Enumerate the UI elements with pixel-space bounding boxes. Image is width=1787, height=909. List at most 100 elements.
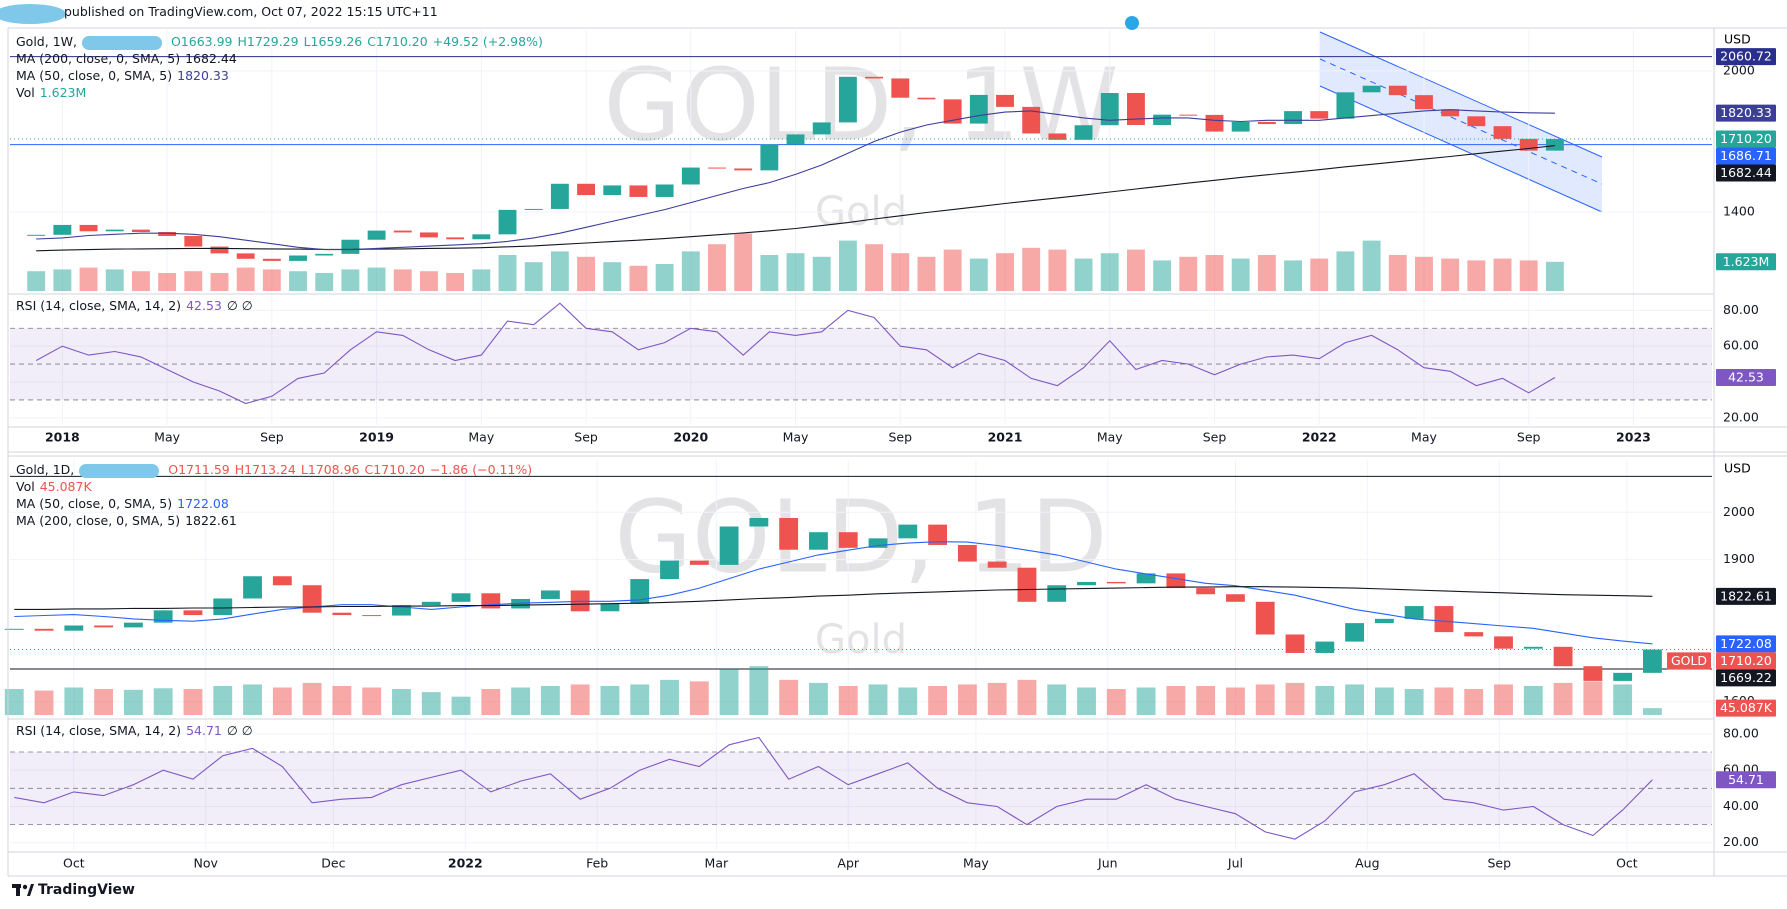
candle	[1467, 116, 1486, 127]
candle	[1643, 649, 1662, 673]
price-tag-label: 54.71	[1728, 772, 1764, 787]
ohlc: +49.52 (+2.98%)	[432, 34, 543, 49]
volume-bar	[1047, 684, 1067, 715]
x-tick-label: Sep	[1203, 430, 1227, 445]
candle	[243, 576, 262, 599]
volume-bar	[1074, 258, 1093, 291]
legend-row: MA (50, close, 0, SMA, 5) 1820.33	[16, 67, 548, 84]
rsi-tick-label: 80.00	[1723, 302, 1759, 317]
volume-bar	[600, 685, 620, 715]
volume-bar	[262, 269, 281, 291]
candle	[94, 625, 114, 628]
volume-bar	[969, 258, 988, 291]
volume-bar	[943, 249, 962, 291]
price-tag-label: 42.53	[1728, 369, 1764, 384]
legend-value: 1.623M	[39, 85, 87, 100]
volume-bar	[236, 267, 255, 291]
legend-name: MA (50, close, 0, SMA, 5)	[16, 496, 173, 511]
x-tick-label: 2022	[1302, 430, 1337, 445]
frame	[7, 27, 1787, 877]
volume-bar	[1613, 684, 1633, 715]
legend-value: 54.71	[186, 723, 222, 738]
candle	[957, 544, 977, 562]
volume-bar	[362, 687, 382, 715]
volume-bar	[891, 253, 910, 291]
candle	[1196, 588, 1216, 595]
x-tick-label: May	[1097, 430, 1123, 445]
candle	[600, 603, 620, 612]
volume-bar	[838, 685, 858, 715]
candle	[996, 94, 1014, 107]
rsi-line	[35, 302, 1556, 405]
volume-bar	[779, 679, 799, 715]
candle	[1434, 606, 1454, 633]
volume-bar	[213, 685, 233, 715]
volume-bar	[210, 273, 229, 291]
rsi-legend: RSI (14, close, SMA, 14, 2) 42.53 ∅ ∅	[16, 297, 258, 314]
volume-bar	[243, 684, 262, 715]
candle	[236, 253, 255, 259]
candle	[1205, 114, 1224, 132]
legend-extra: ∅ ∅	[226, 298, 253, 313]
currency: USD	[1724, 461, 1751, 476]
legend-value: 45.087K	[39, 479, 92, 494]
x-tick-label: Jul	[1227, 856, 1243, 871]
volume-bar	[1467, 260, 1486, 291]
x-tick-label: Nov	[194, 856, 219, 871]
volume-bar	[4, 689, 24, 715]
price-tag	[1716, 669, 1776, 687]
candle	[868, 538, 888, 548]
candle	[1022, 106, 1041, 134]
candle	[451, 593, 471, 602]
candle	[53, 224, 72, 235]
volume-bar	[1336, 251, 1355, 291]
volume-bar	[393, 269, 412, 291]
candle	[1494, 636, 1513, 649]
price-tag-label: 1710.20	[1720, 653, 1772, 668]
legend-extra: ∅ ∅	[226, 723, 253, 738]
candle	[1257, 121, 1276, 125]
candle	[332, 612, 352, 616]
price-tag-label: 1.623M	[1723, 254, 1770, 269]
candle	[1153, 114, 1172, 125]
candle	[1388, 85, 1407, 96]
candle	[272, 576, 292, 586]
price-tag-label: 1682.44	[1720, 165, 1772, 180]
legend-row: Gold, 1D, O1711.59 H1713.24 L1708.96 C1710.…	[16, 461, 537, 478]
ohlc: C1710.20	[367, 34, 428, 49]
volume-bar	[987, 682, 1007, 715]
legend-value: 1682.44	[185, 51, 237, 66]
price-tag	[1716, 368, 1776, 386]
redacted-exchange	[79, 463, 160, 478]
legend-name: MA (200, close, 0, SMA, 5)	[16, 51, 181, 66]
candle	[681, 167, 700, 185]
candle	[1345, 623, 1365, 642]
candle	[1336, 92, 1355, 119]
ohlc: C1710.20	[364, 462, 425, 477]
candle	[812, 122, 831, 135]
price-tag	[1716, 48, 1776, 66]
candle	[1404, 606, 1424, 619]
rsi-line	[14, 736, 1653, 840]
volume-bar	[1519, 260, 1538, 291]
volume-bar	[1310, 258, 1329, 291]
cursor-dot	[1125, 16, 1139, 30]
legend: Gold, 1W, O1663.99 H1729.29 L1659.26 C1710.…	[16, 33, 548, 101]
volume-bar	[996, 253, 1014, 291]
volume-bar	[570, 684, 590, 715]
candle	[210, 246, 229, 254]
candle	[105, 229, 124, 232]
candle	[760, 144, 779, 171]
rsi-tick-label: 40.00	[1723, 798, 1759, 813]
volume-bar	[1285, 682, 1305, 715]
volume-bar	[629, 265, 648, 291]
volume-bar	[302, 682, 322, 715]
candle	[446, 237, 465, 240]
volume-bar	[957, 684, 977, 715]
price-tag	[1716, 104, 1776, 122]
volume-bar	[1494, 684, 1513, 715]
candle	[341, 239, 360, 254]
volume-bar	[865, 244, 884, 291]
candle	[262, 258, 281, 261]
